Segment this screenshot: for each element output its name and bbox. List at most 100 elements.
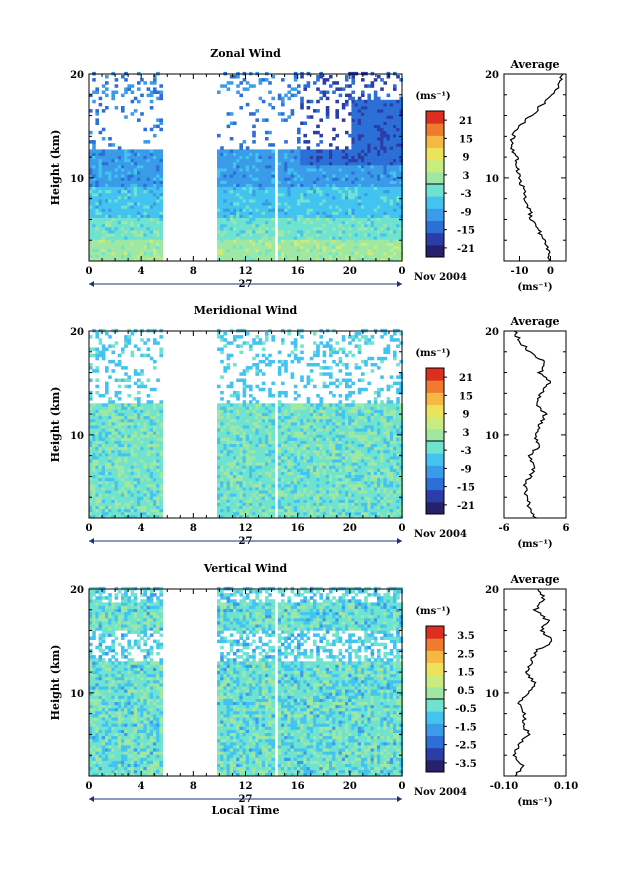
heatmap-cell [277, 239, 282, 243]
heatmap-cell [354, 164, 359, 169]
heatmap-cell [220, 375, 224, 379]
heatmap-cell [137, 462, 141, 466]
heatmap-cell [386, 233, 391, 237]
heatmap-cell [114, 487, 119, 491]
heatmap-cell [121, 483, 125, 488]
heatmap-cell [351, 186, 355, 191]
heatmap-cell [373, 158, 378, 163]
heatmap-cell [137, 456, 141, 460]
heatmap-cell [297, 140, 301, 144]
heatmap-cell [95, 118, 99, 122]
heatmap-cell [268, 180, 272, 184]
heatmap-cell [380, 236, 384, 240]
heatmap-cell [114, 245, 119, 249]
heatmap-cell [345, 245, 349, 249]
heatmap-cell [361, 137, 365, 141]
heatmap-cell [124, 214, 128, 218]
heatmap-cell [287, 171, 291, 175]
heatmap-cell [124, 186, 128, 191]
heatmap-cell [149, 474, 154, 479]
heatmap-cell [117, 214, 122, 218]
heatmap-cell [332, 81, 336, 85]
heatmap-cell [265, 118, 269, 122]
heatmap-cell [236, 195, 240, 200]
heatmap-cell [149, 449, 154, 454]
heatmap-cell [386, 199, 391, 203]
heatmap-cell [130, 152, 135, 156]
heatmap-cell [98, 257, 103, 262]
heatmap-cell [114, 236, 119, 240]
heatmap-cell [277, 214, 282, 218]
heatmap-cell [281, 214, 285, 218]
heatmap-cell [121, 437, 125, 441]
heatmap-cell [137, 409, 141, 413]
heatmap-cell [89, 140, 93, 144]
heatmap-cell [92, 499, 96, 503]
heatmap-cell [98, 226, 103, 231]
profile-y-tick-label: 10 [485, 174, 499, 185]
heatmap-cell [223, 421, 227, 426]
heatmap-cell [217, 214, 221, 218]
heatmap-cell [130, 480, 135, 485]
heatmap-cell [226, 428, 231, 432]
heatmap-cell [127, 412, 131, 417]
heatmap-cell [357, 199, 362, 203]
heatmap-cell [300, 161, 304, 166]
heatmap-cell [140, 428, 144, 432]
heatmap-cell [245, 199, 250, 203]
heatmap-cell [249, 189, 253, 194]
heatmap-cell [137, 236, 141, 240]
heatmap-cell [111, 350, 115, 355]
heatmap-cell [322, 93, 327, 98]
heatmap-cell [127, 251, 131, 256]
heatmap-cell [319, 248, 323, 253]
heatmap-cell [98, 174, 103, 178]
heatmap-cell [124, 152, 128, 156]
heatmap-cell [149, 403, 154, 407]
heatmap-cell [348, 158, 352, 163]
heatmap-cell [217, 158, 221, 163]
heatmap-cell [287, 226, 291, 231]
heatmap-cell [313, 168, 317, 172]
heatmap-cell [261, 78, 266, 82]
heatmap-cell [153, 428, 157, 432]
heatmap-cell [117, 189, 122, 194]
heatmap-cell [146, 511, 151, 516]
heatmap-cell [89, 130, 93, 135]
heatmap-cell [335, 183, 339, 187]
heatmap-cell [249, 171, 253, 175]
heatmap-cell [389, 195, 394, 200]
heatmap-cell [316, 199, 320, 203]
heatmap-cell [236, 177, 240, 181]
heatmap-cell [98, 431, 103, 435]
heatmap-cell [108, 471, 112, 475]
heatmap-cell [156, 480, 160, 485]
heatmap-cell [332, 127, 336, 132]
heatmap-cell [252, 174, 256, 178]
heatmap-cell [370, 84, 375, 88]
heatmap-cell [121, 217, 125, 222]
heatmap-cell [140, 171, 144, 175]
heatmap-cell [354, 168, 359, 172]
heatmap-cell [383, 102, 387, 107]
heatmap-cell [329, 245, 333, 249]
heatmap-cell [92, 505, 96, 510]
heatmap-cell [143, 174, 147, 178]
heatmap-cell [111, 257, 115, 262]
heatmap-cell [95, 257, 99, 262]
heatmap-cell [121, 347, 125, 351]
heatmap-cell [236, 239, 240, 243]
heatmap-cell [393, 124, 397, 129]
heatmap-cell [316, 223, 320, 228]
heatmap-cell [332, 217, 336, 222]
heatmap-cell [137, 174, 141, 178]
heatmap-cell [98, 223, 103, 228]
heatmap-cell [133, 344, 138, 348]
heatmap-cell [348, 208, 352, 212]
heatmap-cell [114, 499, 119, 503]
heatmap-cell [140, 230, 144, 234]
heatmap-cell [325, 245, 330, 249]
heatmap-cell [229, 443, 234, 448]
heatmap-cell [140, 180, 144, 184]
heatmap-cell [357, 192, 362, 197]
